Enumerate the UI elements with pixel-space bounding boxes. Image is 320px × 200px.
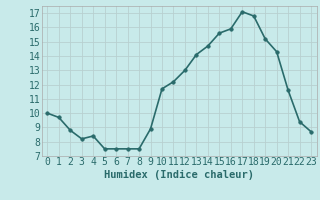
X-axis label: Humidex (Indice chaleur): Humidex (Indice chaleur) — [104, 170, 254, 180]
